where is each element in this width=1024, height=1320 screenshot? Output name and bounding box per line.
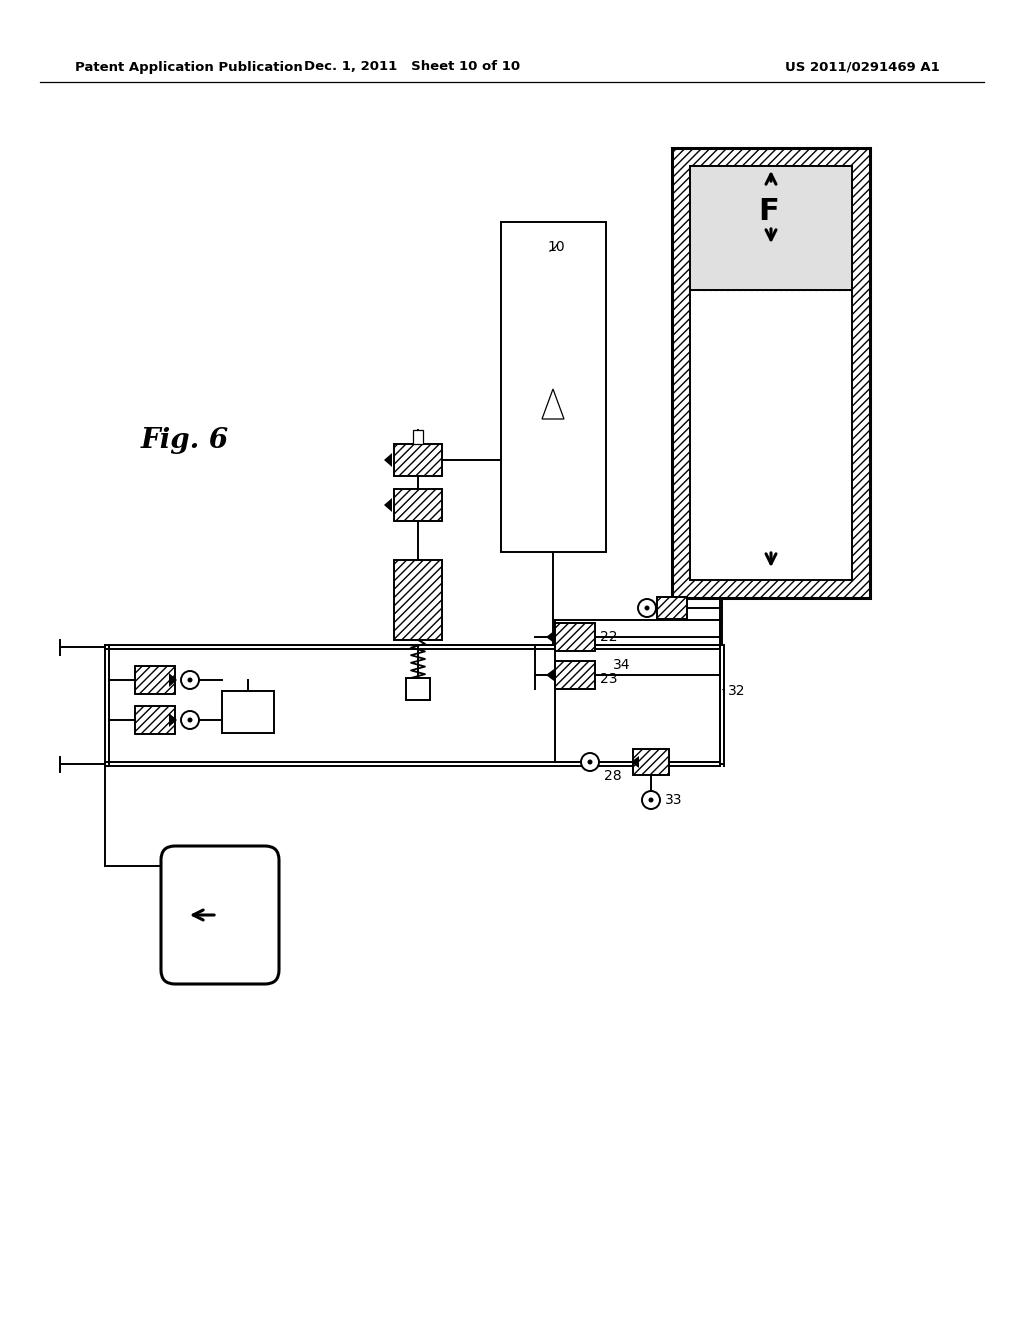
- Bar: [501, 222, 606, 552]
- Bar: [135, 706, 175, 734]
- Circle shape: [588, 759, 593, 764]
- Bar: [394, 444, 442, 477]
- Circle shape: [644, 606, 649, 610]
- Text: 22: 22: [600, 630, 617, 644]
- Text: 32: 32: [728, 684, 745, 698]
- Polygon shape: [169, 713, 177, 727]
- Polygon shape: [169, 673, 177, 686]
- Bar: [672, 148, 870, 598]
- Circle shape: [181, 671, 199, 689]
- Bar: [555, 620, 720, 762]
- Bar: [633, 748, 669, 775]
- Text: Dec. 1, 2011   Sheet 10 of 10: Dec. 1, 2011 Sheet 10 of 10: [304, 61, 520, 74]
- Circle shape: [187, 718, 193, 722]
- Polygon shape: [546, 669, 554, 681]
- Text: 28: 28: [604, 770, 622, 783]
- Text: 23: 23: [600, 672, 617, 686]
- Bar: [657, 597, 687, 619]
- Bar: [222, 690, 274, 733]
- Text: Fig. 6: Fig. 6: [141, 426, 229, 454]
- Text: 10: 10: [547, 240, 564, 253]
- Polygon shape: [546, 631, 554, 643]
- Text: 34: 34: [613, 657, 631, 672]
- Circle shape: [187, 677, 193, 682]
- Bar: [135, 667, 175, 694]
- Circle shape: [581, 752, 599, 771]
- Circle shape: [642, 791, 660, 809]
- Bar: [413, 430, 423, 444]
- Circle shape: [638, 599, 656, 616]
- Text: 33: 33: [665, 793, 683, 807]
- Circle shape: [648, 797, 653, 803]
- Bar: [555, 623, 595, 651]
- Circle shape: [181, 711, 199, 729]
- Bar: [406, 678, 430, 700]
- FancyBboxPatch shape: [161, 846, 279, 983]
- Polygon shape: [631, 756, 639, 768]
- Polygon shape: [384, 498, 392, 512]
- Text: Patent Application Publication: Patent Application Publication: [75, 61, 303, 74]
- Text: US 2011/0291469 A1: US 2011/0291469 A1: [785, 61, 940, 74]
- Bar: [555, 661, 595, 689]
- Text: F: F: [759, 197, 779, 226]
- Bar: [394, 560, 442, 640]
- Bar: [394, 488, 442, 521]
- Polygon shape: [384, 453, 392, 467]
- Bar: [690, 166, 852, 579]
- Bar: [690, 166, 852, 290]
